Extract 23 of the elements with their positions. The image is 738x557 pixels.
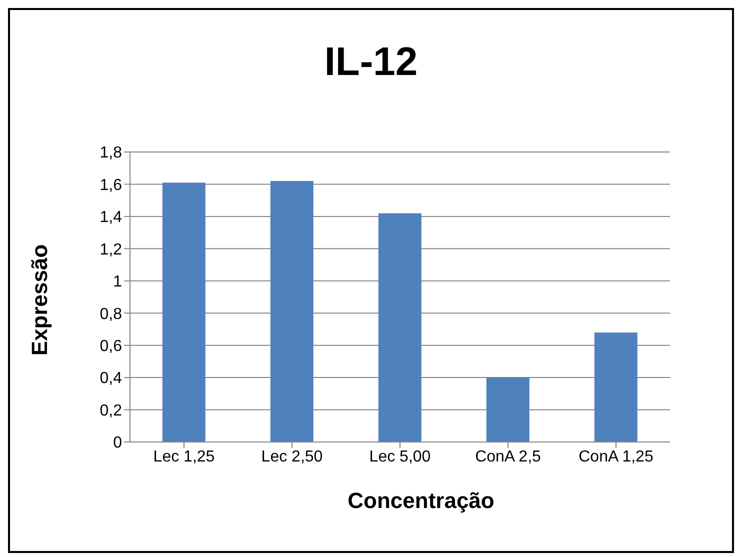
y-tick-label: 1,8	[100, 144, 122, 162]
y-tick-label: 0,2	[100, 402, 122, 420]
y-tick-label: 1	[113, 274, 122, 291]
y-tick-label: 0,4	[100, 370, 122, 388]
y-tick-label: 0,6	[100, 338, 122, 356]
bar	[594, 332, 638, 442]
y-tick-label: 1,2	[100, 241, 122, 258]
y-axis-title: Expressão	[27, 244, 53, 356]
x-tick-label: Lec 1,25	[153, 448, 215, 466]
bar	[162, 182, 206, 442]
bar	[378, 213, 422, 442]
y-tick-label: 0,8	[100, 306, 122, 323]
bar	[270, 181, 314, 442]
x-tick-label: Lec 5,00	[369, 448, 431, 466]
y-tick-label: 1,4	[100, 209, 122, 226]
x-tick-label: Lec 2,50	[261, 448, 323, 466]
y-tick-label: 1,6	[100, 176, 122, 194]
y-tick-label: 0	[113, 434, 122, 452]
x-tick-label: ConA 2,5	[475, 448, 542, 466]
chart-title: IL-12	[323, 40, 419, 85]
bar	[486, 378, 530, 442]
x-axis-title: Concentração	[346, 488, 496, 514]
x-tick-label: ConA 1,25	[578, 448, 654, 466]
